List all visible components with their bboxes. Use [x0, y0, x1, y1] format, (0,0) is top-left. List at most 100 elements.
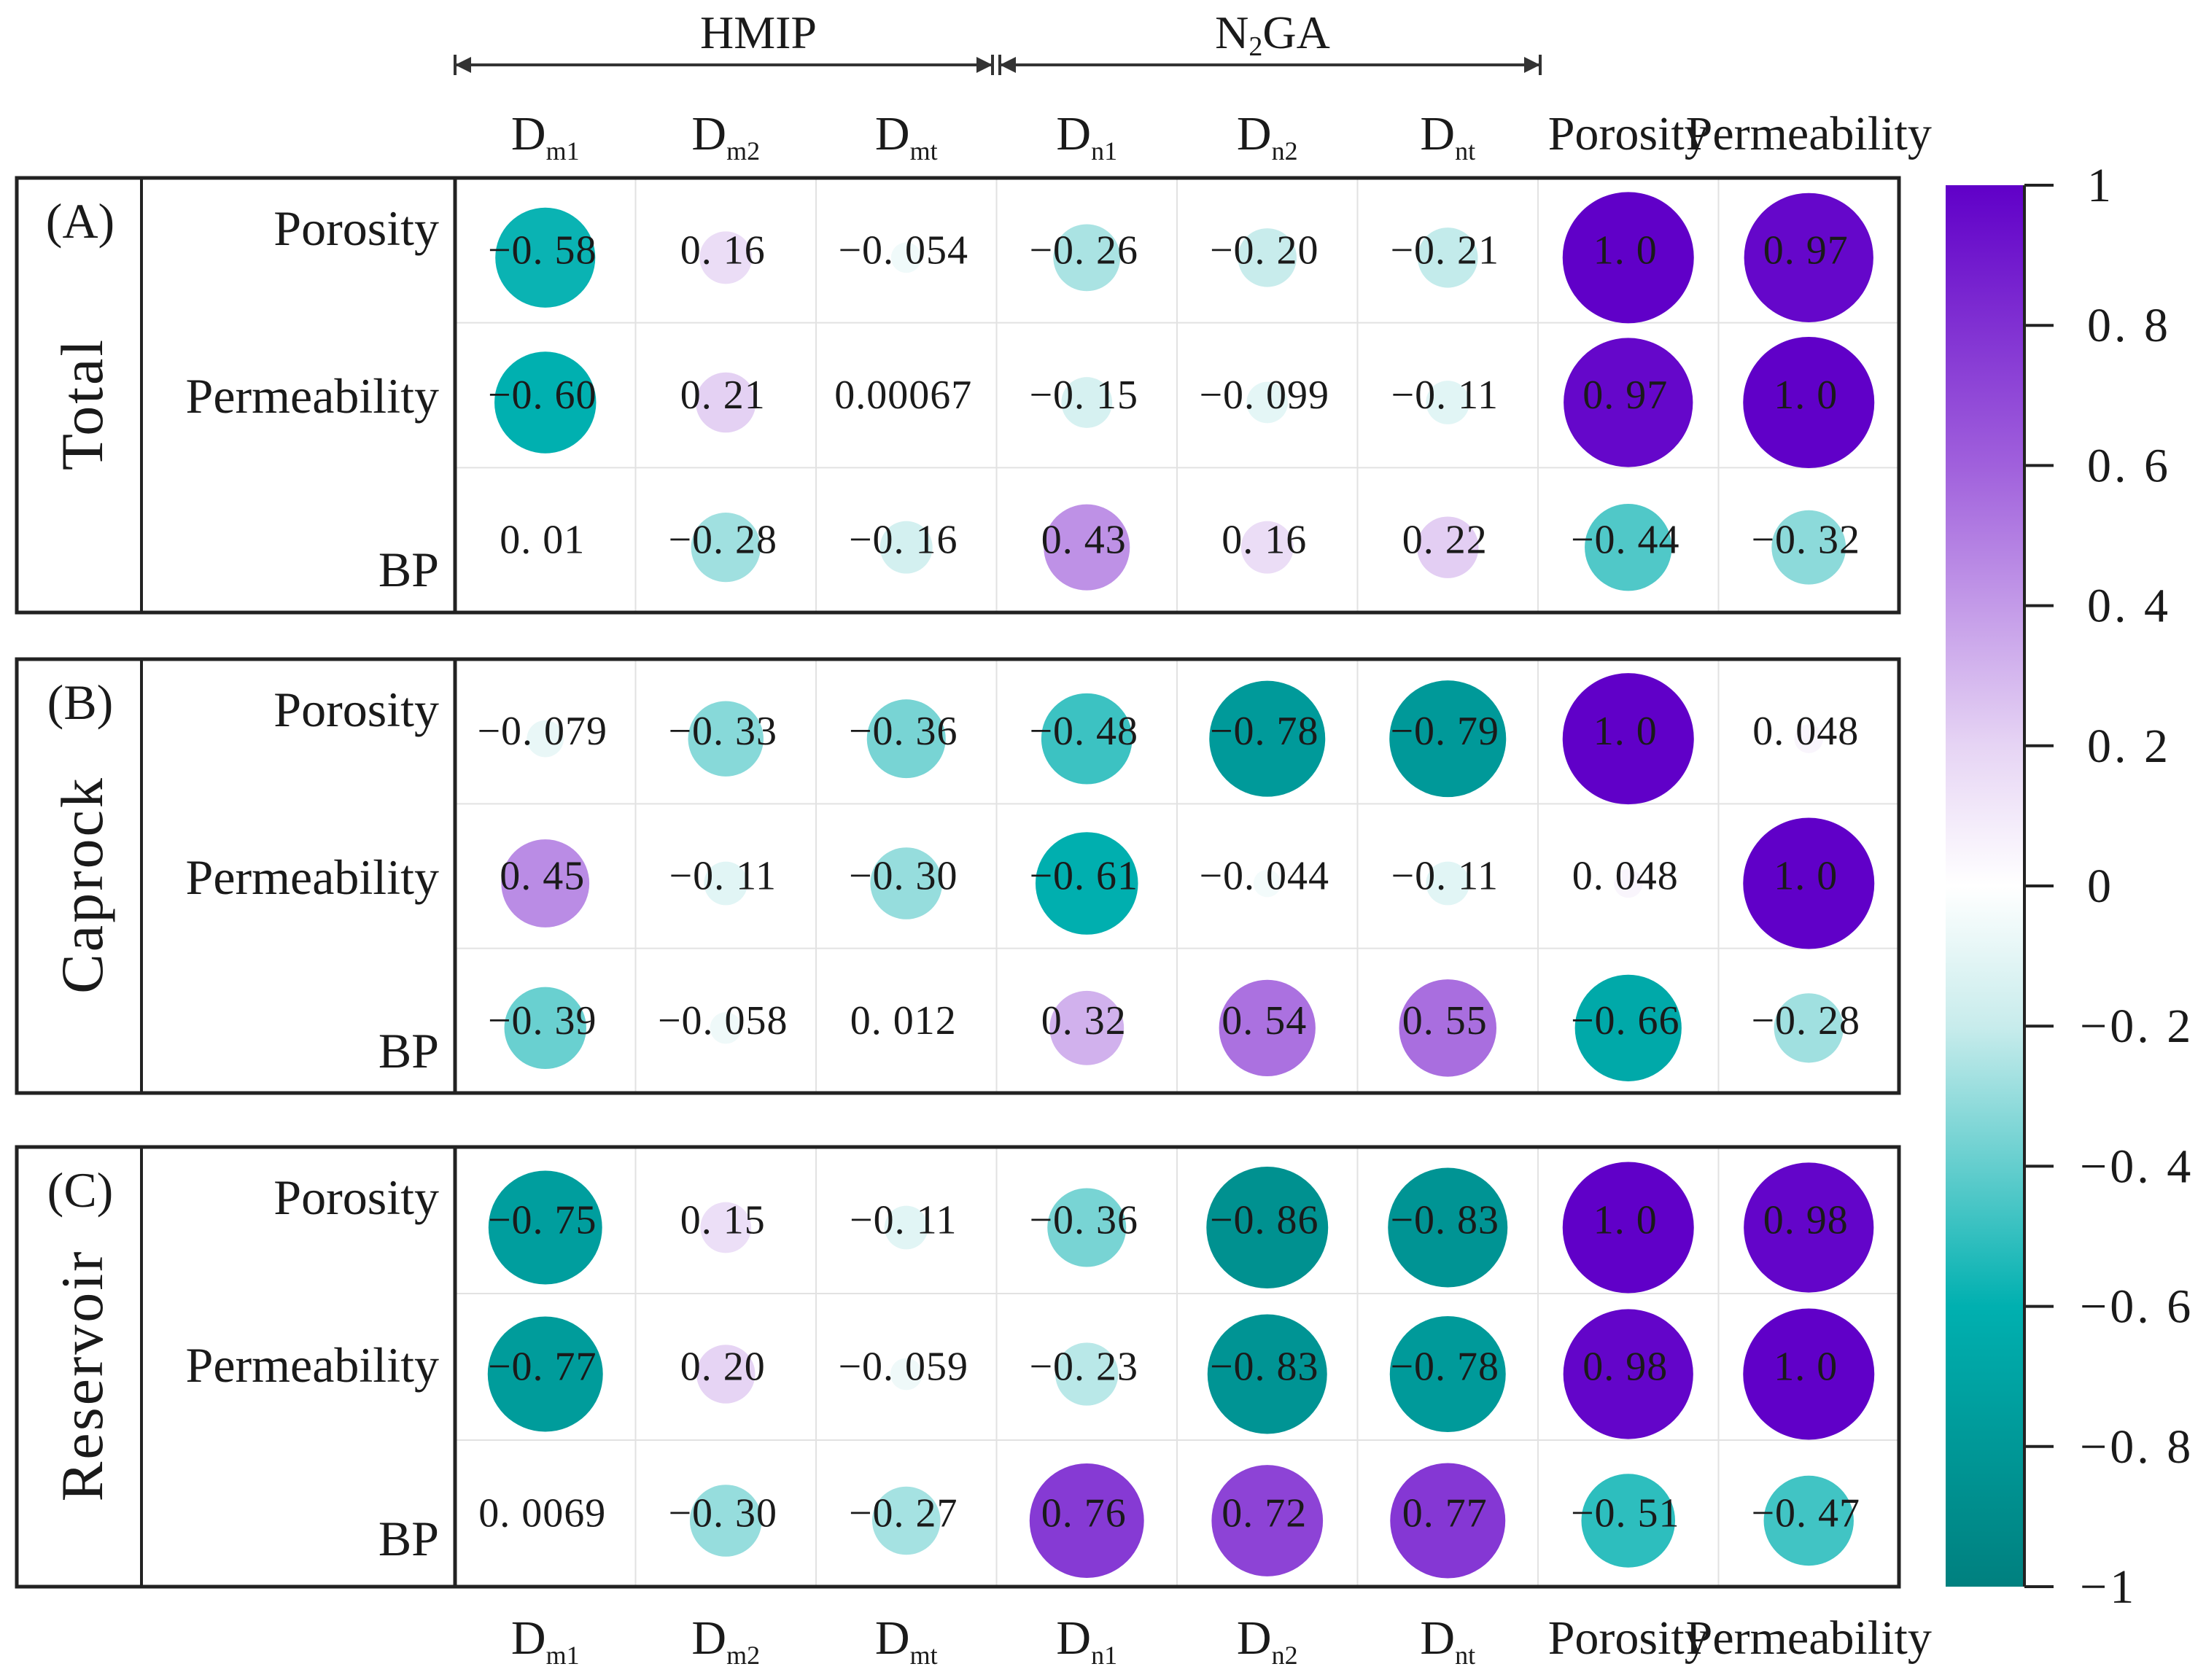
column-label-main: D — [691, 107, 726, 160]
correlation-value: −0. 83 — [1210, 1345, 1319, 1390]
correlation-value: −0. 099 — [1199, 373, 1329, 418]
bottom-column-label: Dn2 — [1237, 1611, 1298, 1670]
correlation-circle — [504, 987, 586, 1070]
column-label-main: D — [875, 107, 910, 160]
panel-title: Total — [49, 338, 115, 470]
correlation-circle — [871, 1486, 941, 1555]
correlation-value: 1. 0 — [1593, 1198, 1658, 1243]
arrow-head-left-icon — [455, 57, 471, 73]
colorbar-tick-label: 1 — [2087, 159, 2114, 212]
correlation-circle — [1211, 1465, 1324, 1576]
column-label-sub: n2 — [1272, 136, 1298, 166]
row-label: Permeability — [186, 849, 439, 905]
correlation-value: 0. 45 — [500, 854, 585, 899]
row-label: Permeability — [186, 1337, 439, 1393]
correlation-value: −0. 79 — [1390, 709, 1499, 754]
correlation-value: 0. 012 — [850, 998, 957, 1043]
colorbar-tick-label: 0. 8 — [2087, 299, 2171, 352]
correlation-circle — [1041, 693, 1133, 785]
correlation-circle — [898, 1020, 914, 1035]
group-label-n2ga: N2GA — [1215, 7, 1330, 62]
correlation-value: −0. 23 — [1029, 1345, 1138, 1390]
column-label-main: D — [511, 107, 546, 160]
correlation-circle — [1563, 1309, 1693, 1439]
bottom-column-label: Porosity — [1548, 1611, 1709, 1665]
correlation-circle — [870, 847, 943, 919]
column-label-main: Porosity — [1548, 107, 1709, 160]
correlation-circle — [1389, 680, 1507, 798]
column-label-main: D — [1056, 107, 1091, 160]
correlation-value: −0. 16 — [849, 518, 958, 563]
column-label-main: D — [1237, 107, 1272, 160]
panel-border — [15, 176, 1901, 615]
column-label-main: D — [1420, 1611, 1455, 1665]
top-column-label: Dn1 — [1056, 107, 1117, 166]
column-label-main: Permeability — [1686, 1611, 1932, 1665]
panel-title: Reservoir — [49, 1250, 115, 1502]
panel-tag: (B) — [47, 674, 114, 730]
colorbar-tick-label: −1 — [2080, 1560, 2137, 1614]
correlation-value: −0. 48 — [1029, 709, 1138, 754]
colorbar-tick-label: −0. 4 — [2080, 1140, 2194, 1193]
correlation-value: −0. 27 — [849, 1491, 958, 1536]
correlation-circle — [1426, 381, 1470, 424]
arrow-head-left-icon — [1000, 57, 1016, 73]
correlation-value: 0. 97 — [1582, 373, 1668, 418]
column-label-sub: mt — [910, 1641, 938, 1670]
column-label-main: D — [1237, 1611, 1272, 1665]
panel-caprock: (B) Caprock Porosity Permeability BP −0. 079 −… — [15, 657, 1901, 1095]
correlation-value: −0. 21 — [1390, 228, 1499, 273]
correlation-circle — [700, 1202, 752, 1253]
correlation-circle — [699, 231, 753, 284]
correlation-circle — [1399, 979, 1496, 1077]
correlation-value: −0. 20 — [1210, 228, 1319, 273]
correlation-value: −0. 36 — [849, 709, 958, 754]
correlation-value: −0. 61 — [1029, 854, 1138, 899]
column-label-main: D — [1420, 107, 1455, 160]
correlation-value: −0. 30 — [849, 854, 958, 899]
correlation-value: 0. 43 — [1041, 518, 1127, 563]
correlation-value: 0. 98 — [1763, 1198, 1849, 1243]
group-label-hmip: HMIP — [700, 7, 817, 58]
correlation-circle — [1240, 521, 1294, 574]
correlation-value: −0. 47 — [1751, 1491, 1860, 1536]
correlation-circle — [1743, 337, 1875, 468]
correlation-circle — [1238, 228, 1297, 287]
correlation-circle — [1207, 1314, 1327, 1434]
correlation-circle — [1614, 868, 1643, 898]
column-label-main: D — [875, 1611, 910, 1665]
group-label-part: 2 — [1248, 31, 1262, 62]
correlation-circle — [1035, 832, 1138, 935]
correlation-value: 0. 77 — [1402, 1491, 1488, 1536]
correlation-value: 0. 16 — [1222, 518, 1307, 563]
correlation-circle — [1389, 1316, 1506, 1432]
bottom-column-label: Dmt — [875, 1611, 938, 1670]
correlation-circle — [1562, 673, 1694, 805]
column-label-sub: m1 — [546, 136, 580, 166]
top-column-label: Dm1 — [511, 107, 580, 166]
correlation-value: −0. 28 — [1751, 998, 1860, 1043]
correlation-circle — [487, 1316, 603, 1432]
arrow-head-right-icon — [976, 57, 993, 73]
correlation-value: −0. 51 — [1571, 1491, 1680, 1536]
correlation-circle — [501, 839, 590, 928]
row-label: Permeability — [186, 368, 439, 424]
correlation-value: −0. 054 — [838, 228, 968, 273]
correlation-circle — [1763, 1475, 1854, 1566]
correlation-circle — [1771, 510, 1846, 585]
correlation-circle — [884, 1205, 928, 1250]
correlation-value: 1. 0 — [1774, 1345, 1838, 1390]
correlation-value: 0. 76 — [1041, 1491, 1127, 1536]
bottom-column-label: Dn1 — [1056, 1611, 1117, 1670]
top-column-label: Porosity — [1548, 107, 1709, 160]
row-label: Porosity — [273, 1170, 439, 1225]
correlation-value: −0. 75 — [488, 1198, 597, 1243]
colorbar-tick-label: −0. 6 — [2080, 1280, 2194, 1334]
bottom-column-label: Dm2 — [691, 1611, 760, 1670]
correlation-value: 0.00067 — [834, 373, 972, 418]
colorbar-gradient — [1946, 185, 2024, 1587]
correlation-value: 0. 22 — [1402, 518, 1488, 563]
correlation-circle — [696, 1345, 756, 1404]
